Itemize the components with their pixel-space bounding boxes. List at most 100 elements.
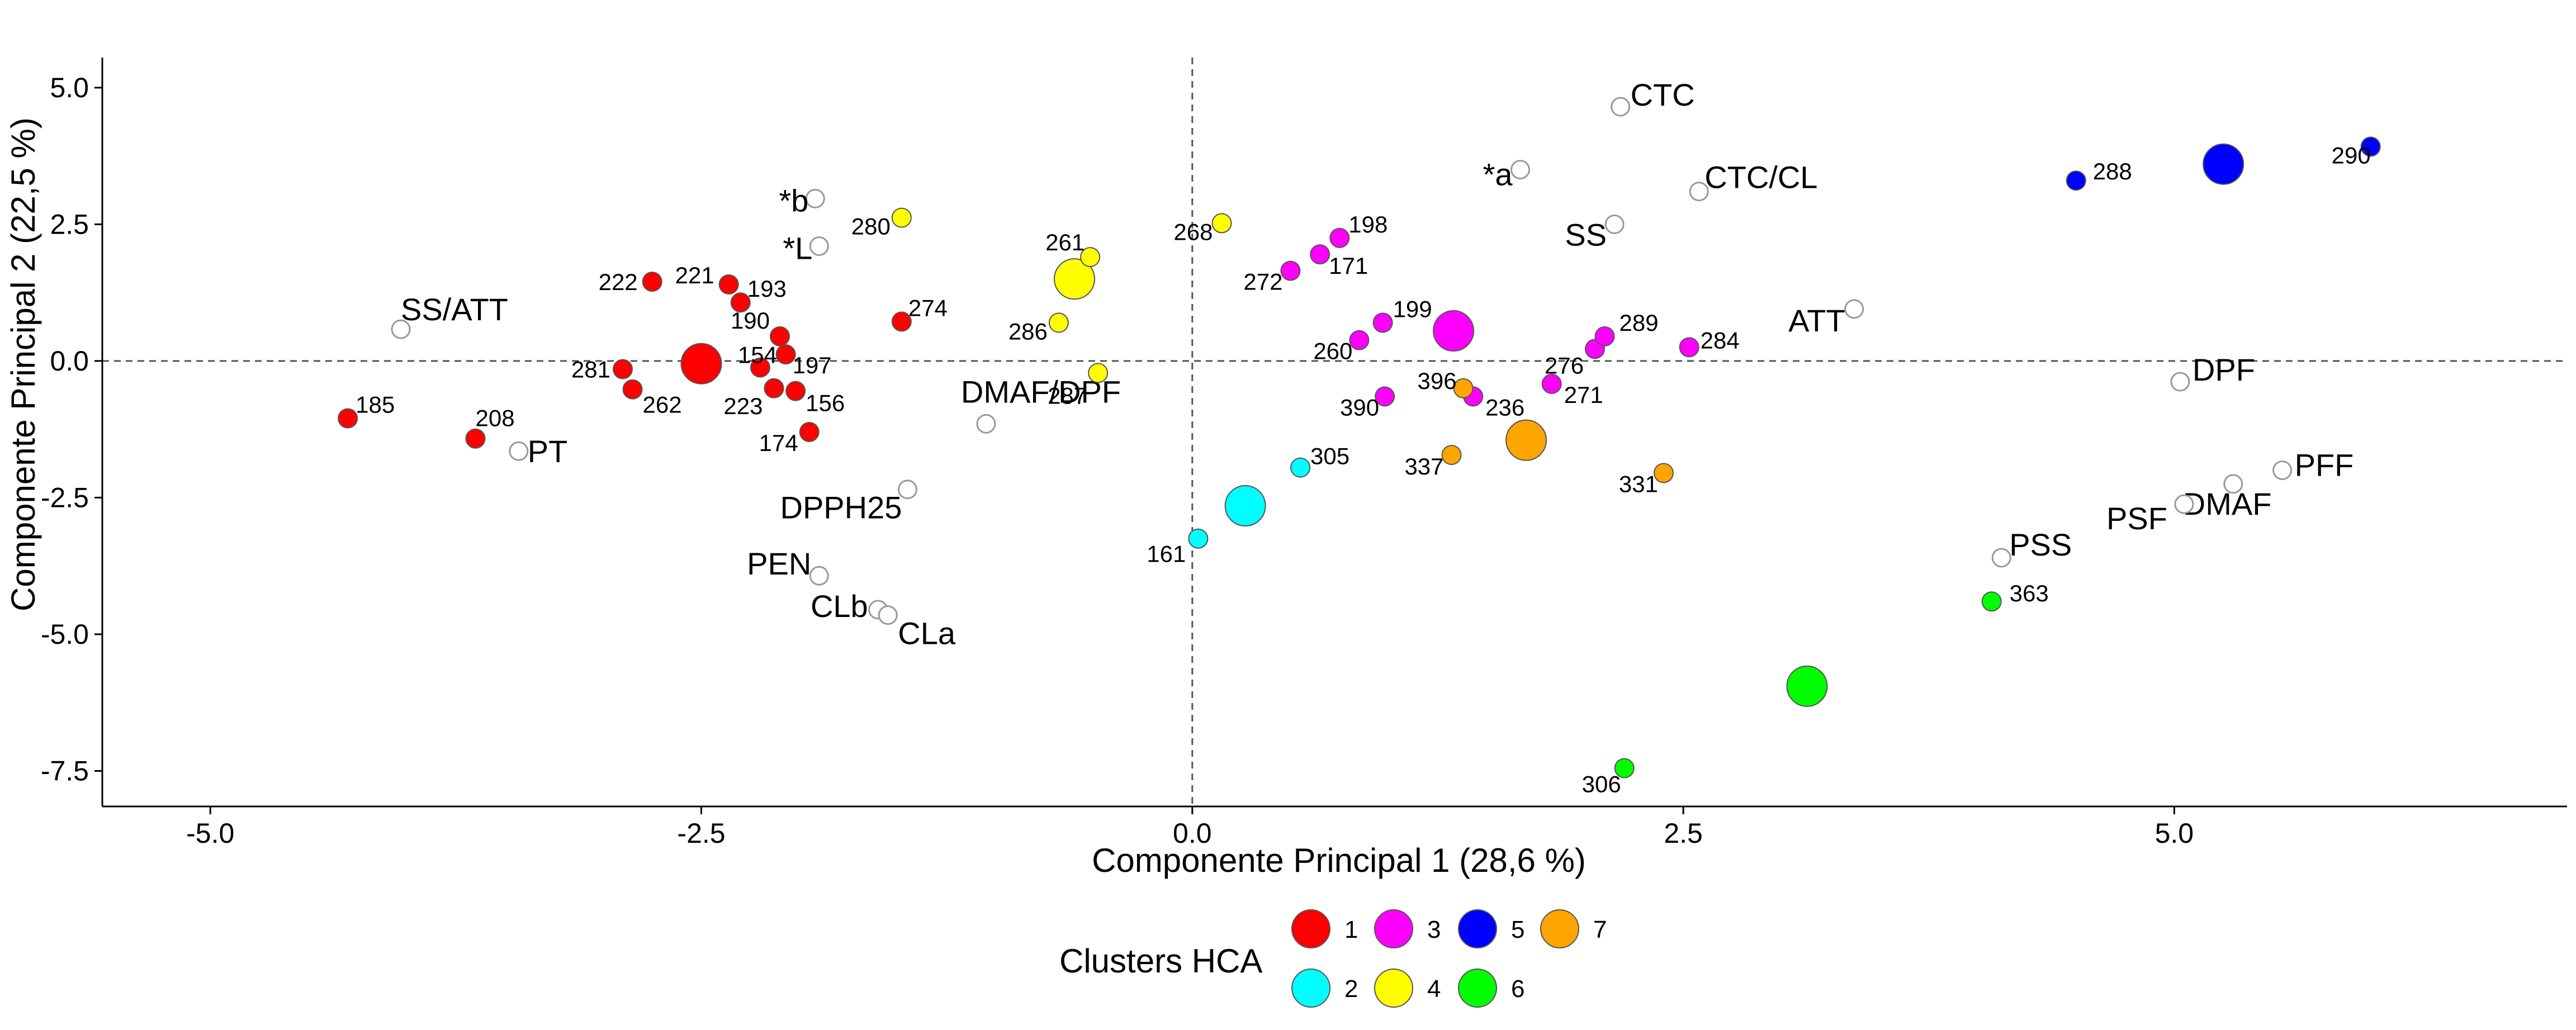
- sample-label: 337: [1404, 453, 1443, 480]
- cluster-6-centroid: [1786, 665, 1828, 707]
- cluster-2-centroid: [1224, 485, 1266, 527]
- variable-marker: [1689, 182, 1709, 202]
- variable-marker: [805, 188, 825, 208]
- variable-marker: [1991, 548, 2011, 568]
- sample-label: 185: [356, 392, 395, 418]
- sample-label: 290: [2332, 142, 2371, 168]
- x-tick-label: 2.5: [1664, 818, 1703, 849]
- variable-marker: [1604, 214, 1625, 234]
- sample-label: 223: [723, 393, 763, 419]
- y-axis-title: Componente Principal 2 (22,5 %): [4, 117, 42, 611]
- variable-marker: [1510, 160, 1530, 180]
- cluster-1-centroid: [680, 343, 722, 385]
- sample-label: 287: [1048, 382, 1087, 409]
- sample-label: 276: [1545, 352, 1584, 378]
- legend-label: 4: [1427, 975, 1441, 1003]
- sample-label: 280: [851, 213, 891, 240]
- sample-point-cluster-5: [2360, 136, 2381, 157]
- variable-label: SS/ATT: [401, 292, 508, 327]
- axes: [101, 58, 2567, 808]
- sample-label: 272: [1243, 268, 1282, 295]
- legend-title: Clusters HCA: [1059, 942, 1262, 980]
- legend-label: 3: [1427, 916, 1441, 943]
- legend: Clusters HCA 1 2 3 4 5 6 7: [1059, 909, 1607, 1008]
- sample-label: 197: [793, 352, 832, 378]
- variable-marker: [2223, 474, 2243, 494]
- sample-point-cluster-1: [730, 292, 751, 313]
- variable-marker: [2170, 372, 2190, 392]
- reference-lines: [102, 58, 2567, 806]
- variable-marker: [2272, 460, 2293, 480]
- y-tick-label: 2.5: [50, 208, 89, 240]
- sample-point-cluster-1: [612, 359, 633, 379]
- sample-point-cluster-4: [891, 207, 912, 228]
- sample-point-cluster-7: [1453, 378, 1474, 398]
- variable-label: DPF: [2193, 352, 2255, 387]
- sample-label: 396: [1418, 368, 1457, 394]
- variable-label: CTC/CL: [1704, 160, 1817, 195]
- sample-label: 281: [571, 357, 610, 383]
- variable-marker: [391, 319, 411, 339]
- variable-label: PSS: [2009, 527, 2072, 562]
- legend-label: 5: [1511, 916, 1524, 943]
- y-tick-label: 5.0: [50, 72, 89, 103]
- legend-label: 6: [1511, 975, 1524, 1003]
- variable-label: *L: [783, 230, 812, 265]
- variable-marker: [897, 480, 917, 500]
- sample-point-cluster-1: [465, 428, 486, 449]
- sample-point-cluster-7: [1653, 463, 1674, 483]
- cluster-3-centroid: [1433, 310, 1475, 352]
- sample-point-cluster-6: [1981, 591, 2002, 612]
- variable-marker: [509, 441, 529, 461]
- variable-marker: [1844, 299, 1864, 319]
- variable-label: *a: [1483, 157, 1513, 192]
- sample-label: 288: [2093, 158, 2132, 184]
- variable-label: DPPH25: [780, 490, 902, 525]
- sample-point-cluster-3: [1375, 386, 1395, 407]
- y-tick-label: -5.0: [41, 619, 89, 650]
- variable-label: *b: [779, 183, 808, 218]
- sample-point-cluster-6: [1614, 758, 1635, 779]
- sample-point-cluster-1: [622, 379, 643, 400]
- sample-label: 261: [1045, 229, 1085, 255]
- sample-point-cluster-7: [1441, 445, 1462, 466]
- sample-point-cluster-1: [785, 381, 806, 401]
- sample-label: 262: [643, 392, 682, 418]
- variable-marker: [2174, 494, 2194, 514]
- sample-label: 260: [1313, 338, 1352, 364]
- y-tick-label: 0.0: [50, 345, 89, 377]
- sample-label: 284: [1701, 327, 1740, 353]
- sample-point-cluster-3: [1280, 260, 1301, 281]
- sample-label: 199: [1393, 296, 1432, 322]
- y-tick-label: -7.5: [41, 755, 89, 786]
- sample-point-cluster-1: [718, 274, 739, 295]
- variable-label: PSF: [2106, 501, 2167, 536]
- sample-point-cluster-2: [1290, 457, 1311, 478]
- legend-swatch-3: [1374, 909, 1413, 948]
- sample-point-cluster-1: [775, 344, 796, 365]
- cluster-4-centroid: [1054, 258, 1096, 300]
- sample-label: 306: [1582, 771, 1621, 798]
- variable-label: ATT: [1788, 303, 1845, 338]
- sample-label: 198: [1348, 211, 1388, 238]
- sample-label: 271: [1564, 382, 1603, 408]
- variable-marker: [809, 236, 829, 256]
- sample-point-cluster-4: [1088, 363, 1109, 383]
- variable-label: PT: [528, 434, 568, 469]
- variable-label: PEN: [747, 546, 811, 581]
- variable-marker: [878, 605, 898, 625]
- variable-label: CLb: [811, 588, 868, 624]
- cluster-5-centroid: [2203, 143, 2244, 185]
- x-tick-label: 5.0: [2155, 818, 2194, 849]
- sample-label: 390: [1340, 394, 1379, 420]
- variable-label: CLa: [898, 616, 956, 651]
- legend-label: 2: [1344, 975, 1358, 1003]
- sample-label: 190: [731, 307, 770, 334]
- x-axis-ticks: -5.0 -2.5 0.0 2.5 5.0: [186, 806, 2194, 849]
- sample-label: 221: [675, 262, 714, 288]
- sample-point-cluster-1: [891, 311, 912, 332]
- legend-label: 7: [1593, 916, 1607, 943]
- sample-label: 174: [759, 430, 798, 456]
